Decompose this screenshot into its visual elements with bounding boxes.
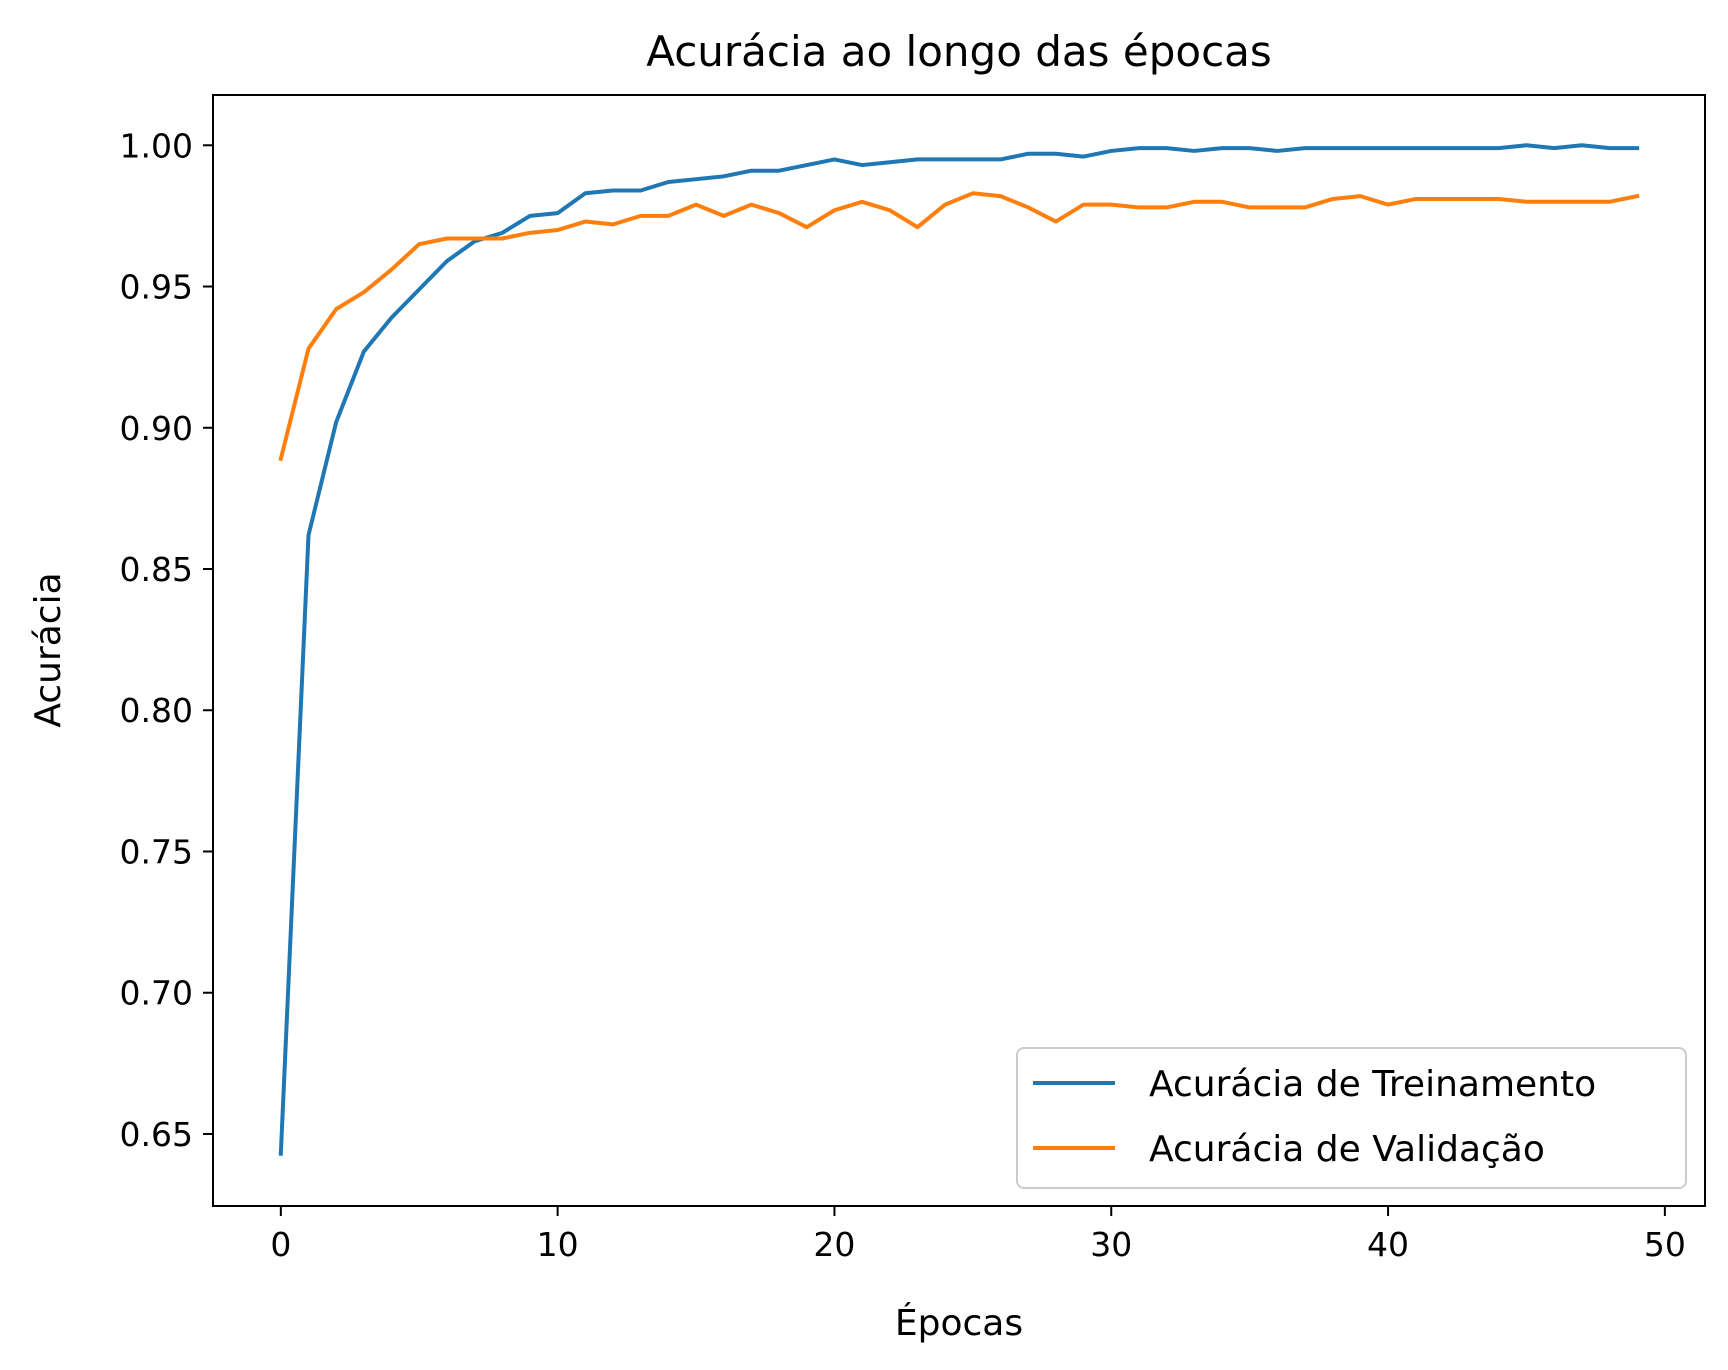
chart-title: Acurácia ao longo das épocas [646, 27, 1272, 76]
series-line-training [278, 143, 1640, 1156]
y-tick-label: 0.85 [120, 550, 193, 589]
x-tick-label: 30 [1090, 1225, 1132, 1264]
y-axis-label: Acurácia [28, 572, 69, 727]
y-tick-label: 0.75 [120, 832, 193, 871]
legend-label-training: Acurácia de Treinamento [1149, 1064, 1596, 1105]
series-line-validation [278, 191, 1640, 462]
legend-label-validation: Acurácia de Validação [1149, 1129, 1545, 1170]
plot-frame [212, 94, 1706, 1207]
x-tick-label: 10 [537, 1225, 579, 1264]
series-layer [278, 143, 1640, 1156]
x-tick-label: 20 [813, 1225, 855, 1264]
y-tick-label: 0.65 [120, 1115, 193, 1154]
x-axis-ticks: 0 10 20 30 40 50 [270, 1206, 1686, 1264]
y-tick-label: 0.70 [120, 974, 193, 1013]
x-axis-label: Épocas [895, 1302, 1023, 1344]
legend-box [1016, 1047, 1687, 1189]
y-tick-label: 0.95 [120, 268, 193, 307]
plot-background [213, 95, 1705, 1206]
x-tick-label: 40 [1367, 1225, 1409, 1264]
y-tick-label: 1.00 [120, 126, 193, 165]
y-tick-label: 0.80 [120, 691, 193, 730]
legend: Acurácia de Treinamento Acurácia de Vali… [1016, 1047, 1687, 1189]
x-tick-label: 0 [270, 1225, 291, 1264]
y-tick-label: 0.90 [120, 409, 193, 448]
plot-area [212, 94, 1706, 1207]
y-axis-ticks: 0.65 0.70 0.75 0.80 0.85 0.90 0.95 1.00 [120, 126, 213, 1154]
x-tick-label: 50 [1644, 1225, 1686, 1264]
